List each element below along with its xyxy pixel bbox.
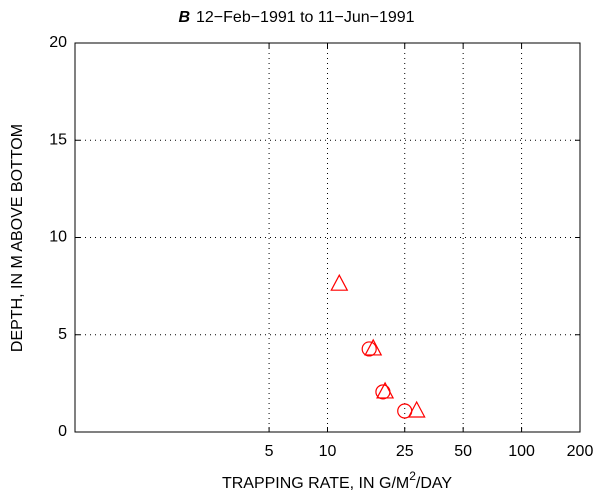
x-tick-label: 5 [265,443,274,460]
x-tick-label: 50 [454,443,472,460]
point [364,338,383,356]
point [361,341,377,357]
x-tick-label: 10 [319,443,337,460]
x-label-part: /DAY [416,475,452,492]
point [376,381,395,399]
title-prefix: B [178,9,190,26]
point [407,400,426,418]
y-tick-label: 0 [58,423,67,440]
x-tick-label: 200 [567,443,594,460]
x-axis-label: TRAPPING RATE, IN G/M2/DAY [222,469,452,492]
y-tick-label: 10 [49,229,67,246]
y-tick-label: 20 [49,34,67,51]
x-label-superscript: 2 [409,469,416,483]
y-tick-label: 15 [49,131,67,148]
point [330,273,349,291]
chart-title: 12−Feb−1991 to 11−Jun−1991 [196,9,415,26]
y-axis-label: DEPTH, IN M ABOVE BOTTOM [9,124,26,352]
x-label-part: TRAPPING RATE, IN G/M [222,475,409,492]
x-tick-label: 100 [508,443,535,460]
y-tick-label: 5 [58,326,67,343]
x-tick-label: 25 [396,443,414,460]
